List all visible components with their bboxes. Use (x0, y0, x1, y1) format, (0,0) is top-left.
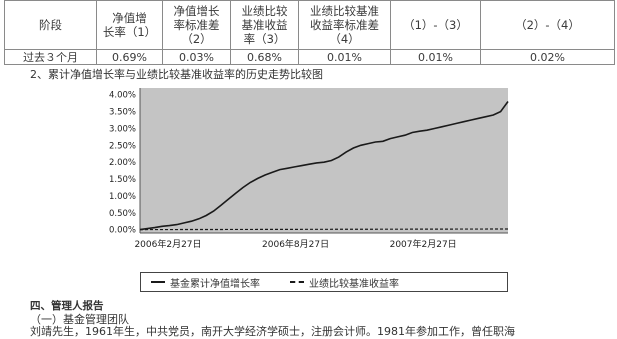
y-tick-label: 4.00% (109, 91, 136, 101)
y-tick-label: 3.50% (109, 108, 136, 118)
x-axis: 2006年2月27日 2006年8月27日 2007年2月27日 (134, 232, 508, 250)
legend-label-benchmark: 业绩比较基准收益率 (309, 278, 399, 290)
y-tick-label: 2.00% (109, 158, 136, 168)
series-layer (139, 101, 509, 231)
header-cell-benchmark-return: 业绩比较 基准收益 率（3） (230, 0, 299, 50)
x-tick-label: 2006年2月27日 (134, 238, 201, 250)
header-cell-nav-std: 净值增长 率标准差 （2） (162, 0, 231, 50)
series-line-benchmark (139, 228, 509, 231)
y-tick-label: 2.50% (109, 141, 136, 151)
y-tick-label: 1.00% (109, 192, 136, 202)
header-cell-period: 阶段 (4, 0, 97, 50)
legend-swatch-solid (151, 281, 165, 283)
section-body: 刘靖先生，1961年生，中共党员，南开大学经济学硕士，注册会计师。1981年参加… (30, 325, 515, 338)
cell-period: 过去３个月 (4, 49, 97, 65)
legend-item-benchmark: 业绩比较基准收益率 (290, 275, 399, 290)
header-cell-diff-2-4: （2）-（4） (480, 0, 615, 50)
section-title: 四、管理人报告 (30, 300, 104, 312)
y-axis: 0.00% 0.50% 1.00% 1.50% 2.00% 2.50% 3.00% 3.50%… (109, 88, 141, 236)
history-chart: 0.00% 0.50% 1.00% 1.50% 2.00% 2.50% 3.00% 3.50%… (80, 80, 510, 295)
cell-benchmark-return: 0.68% (230, 49, 299, 65)
header-cell-nav-growth: 净值增 长率（1） (96, 0, 163, 50)
table-row: 过去３个月 0.69% 0.03% 0.68% 0.01% 0.01% 0.02… (4, 49, 615, 65)
header-cell-diff-1-3: （1）-（3） (390, 0, 481, 50)
y-tick-label: 1.50% (109, 175, 136, 185)
y-tick-label: 0.50% (109, 209, 136, 219)
performance-table: 阶段 净值增 长率（1） 净值增长 率标准差 （2） 业绩比较 基准收益 率（3… (4, 0, 615, 65)
section-subtitle: （一）基金管理团队 (30, 313, 129, 326)
y-tick-label: 3.00% (109, 124, 136, 134)
legend-swatch-dashed (290, 281, 304, 283)
header-cell-benchmark-std: 业绩比较基准 收益率标准差 （4） (298, 0, 391, 50)
cell-diff-1-3: 0.01% (390, 49, 481, 65)
cell-nav-growth: 0.69% (96, 49, 163, 65)
chart-svg: 0.00% 0.50% 1.00% 1.50% 2.00% 2.50% 3.00% 3.50%… (109, 88, 509, 250)
table-header-row: 阶段 净值增 长率（1） 净值增长 率标准差 （2） 业绩比较 基准收益 率（3… (4, 0, 615, 50)
plot-area (140, 88, 508, 233)
cell-benchmark-std: 0.01% (298, 49, 391, 65)
series-line-fund (139, 101, 509, 231)
legend-item-fund: 基金累计净值增长率 (151, 275, 260, 290)
chart-legend: 基金累计净值增长率 业绩比较基准收益率 (140, 272, 508, 292)
cell-nav-std: 0.03% (162, 49, 231, 65)
x-tick-label: 2007年2月27日 (390, 238, 457, 250)
chart-caption: 2、累计净值增长率与业绩比较基准收益率的历史走势比较图 (30, 68, 323, 81)
y-tick-label: 0.00% (109, 226, 136, 236)
legend-label-fund: 基金累计净值增长率 (170, 278, 260, 290)
x-tick-label: 2006年8月27日 (262, 238, 329, 250)
cell-diff-2-4: 0.02% (480, 49, 615, 65)
